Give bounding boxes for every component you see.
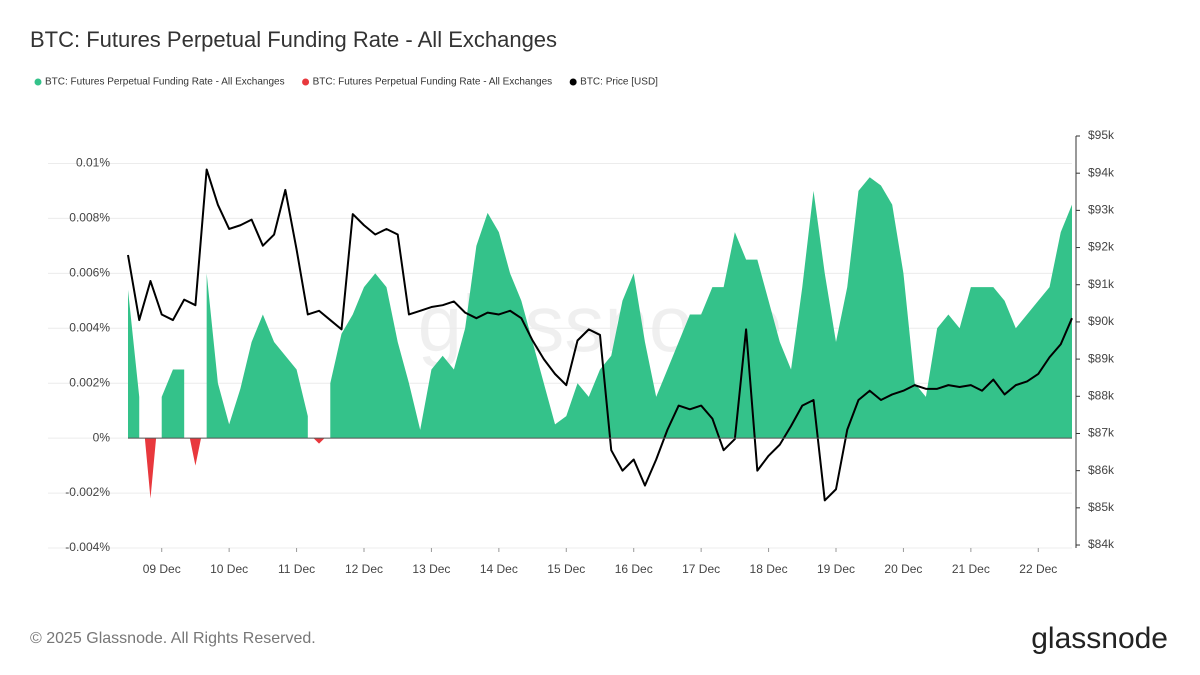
y2-tick-label: $93k	[1088, 203, 1115, 217]
x-tick-label: 13 Dec	[412, 562, 450, 576]
y2-tick-label: $92k	[1088, 240, 1115, 254]
area	[128, 177, 1072, 439]
area	[144, 438, 325, 499]
y-tick-label: 0.004%	[69, 320, 110, 334]
legend-label: BTC: Price [USD]	[580, 77, 658, 88]
logo: glassnode	[1031, 622, 1168, 655]
y2-tick-label: $87k	[1088, 426, 1115, 440]
y-tick-label: 0%	[93, 430, 111, 444]
x-tick-label: 22 Dec	[1019, 562, 1057, 576]
y2-tick-label: $85k	[1088, 500, 1115, 514]
legend-label: BTC: Futures Perpetual Funding Rate - Al…	[45, 77, 285, 88]
legend-label: BTC: Futures Perpetual Funding Rate - Al…	[313, 77, 553, 88]
x-tick-label: 14 Dec	[480, 562, 518, 576]
y-tick-label: 0.01%	[76, 156, 110, 170]
y2-tick-label: $84k	[1088, 537, 1115, 551]
x-tick-label: 17 Dec	[682, 562, 720, 576]
y-tick-label: -0.004%	[65, 540, 110, 554]
chart-title: BTC: Futures Perpetual Funding Rate - Al…	[30, 27, 557, 52]
y2-tick-label: $86k	[1088, 463, 1115, 477]
x-tick-label: 18 Dec	[750, 562, 788, 576]
x-tick-label: 19 Dec	[817, 562, 855, 576]
y2-tick-label: $95k	[1088, 128, 1115, 142]
x-tick-label: 21 Dec	[952, 562, 990, 576]
legend-marker	[302, 78, 310, 86]
y-tick-label: -0.002%	[65, 485, 110, 499]
x-tick-label: 12 Dec	[345, 562, 383, 576]
y-tick-label: 0.006%	[69, 266, 110, 280]
x-tick-label: 10 Dec	[210, 562, 248, 576]
y2-tick-label: $91k	[1088, 277, 1115, 291]
y2-tick-label: $89k	[1088, 351, 1115, 365]
y-tick-label: 0.008%	[69, 211, 110, 225]
x-tick-label: 09 Dec	[143, 562, 181, 576]
y2-tick-label: $90k	[1088, 314, 1115, 328]
legend-marker	[34, 78, 42, 86]
x-tick-label: 16 Dec	[615, 562, 653, 576]
y-tick-label: 0.002%	[69, 375, 110, 389]
copyright: © 2025 Glassnode. All Rights Reserved.	[30, 630, 316, 647]
y2-tick-label: $88k	[1088, 388, 1115, 402]
x-tick-label: 11 Dec	[278, 562, 315, 576]
y2-tick-label: $94k	[1088, 165, 1115, 179]
price-line	[127, 168, 1073, 502]
x-tick-label: 15 Dec	[547, 562, 585, 576]
x-tick-label: 20 Dec	[884, 562, 922, 576]
legend-marker	[569, 78, 577, 86]
